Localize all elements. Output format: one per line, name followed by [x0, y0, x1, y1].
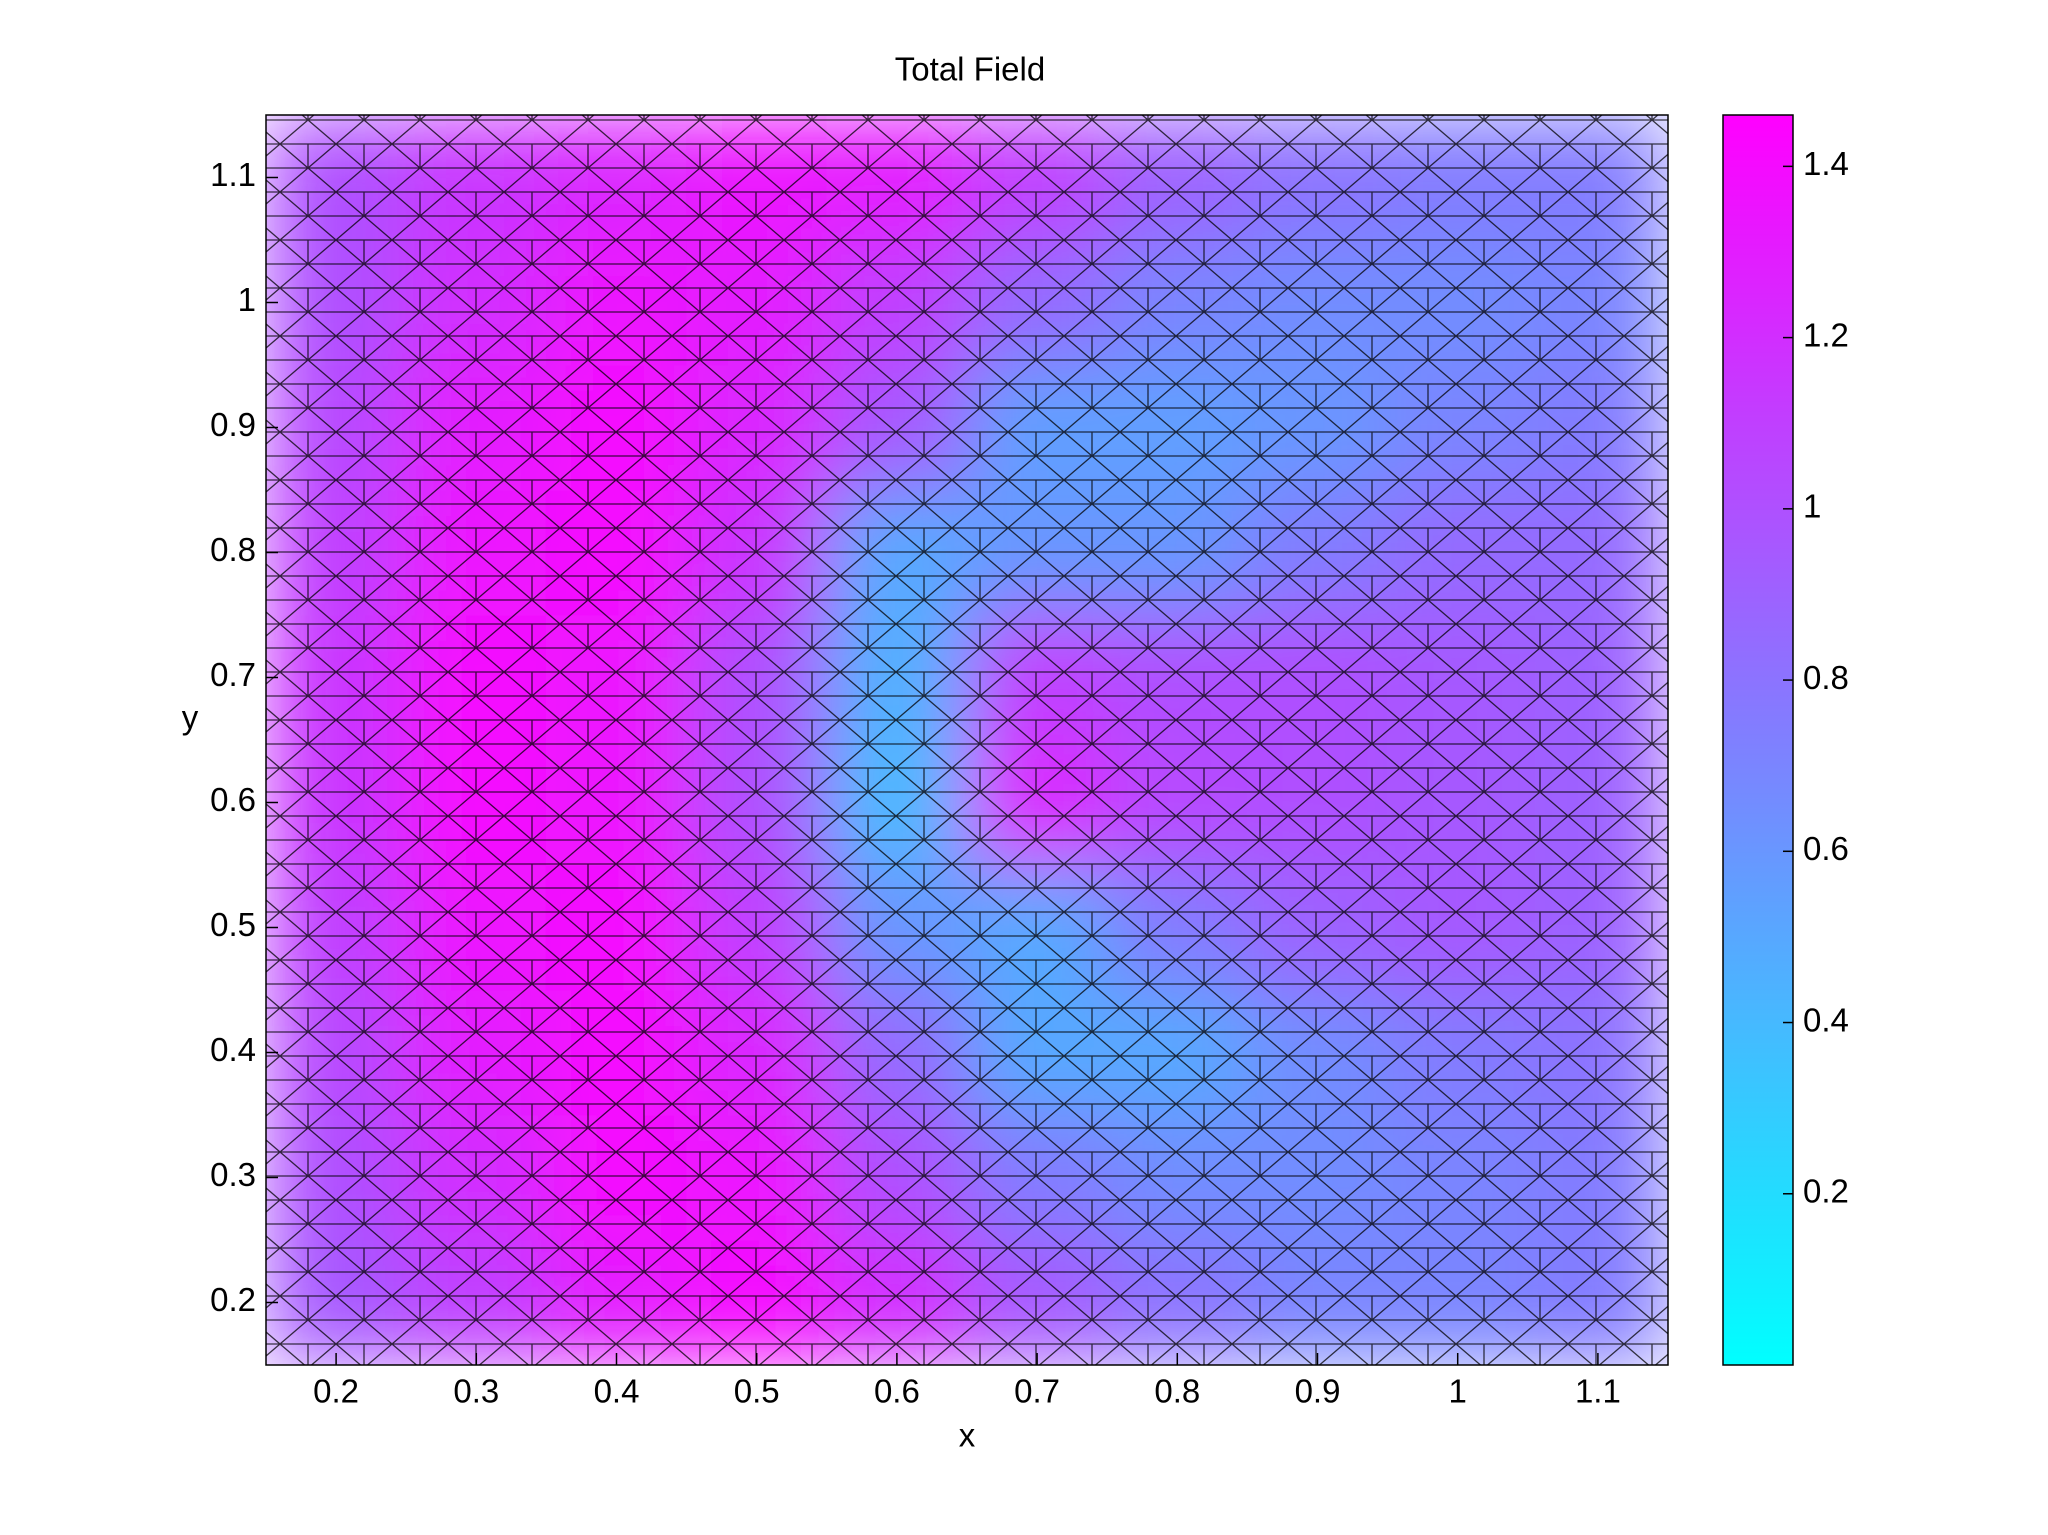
- colorbar-tick-label: 0.4: [1803, 1001, 1849, 1038]
- plot-frame: [265, 114, 1669, 1366]
- x-tick-label: 0.5: [734, 1373, 780, 1410]
- x-tick-label: 0.7: [1014, 1373, 1060, 1410]
- y-tick-label: 0.8: [210, 531, 256, 568]
- y-tick-label: 0.5: [210, 906, 256, 943]
- y-tick-label: 0.9: [210, 406, 256, 443]
- x-tick-label: 0.2: [313, 1373, 359, 1410]
- y-tick-label: 1: [238, 281, 256, 318]
- y-tick-label: 1.1: [210, 156, 256, 193]
- y-tick-label: 0.2: [210, 1281, 256, 1318]
- y-tick-label: 0.4: [210, 1031, 256, 1068]
- colorbar-tick-label: 1: [1803, 488, 1821, 525]
- x-tick-label: 0.8: [1154, 1373, 1200, 1410]
- y-tick-label: 0.6: [210, 781, 256, 818]
- colorbar-tick-label: 1.4: [1803, 145, 1849, 182]
- colorbar: [1722, 114, 1794, 1366]
- colorbar-tick-label: 0.8: [1803, 659, 1849, 696]
- x-tick-label: 0.6: [874, 1373, 920, 1410]
- x-axis-label: x: [959, 1417, 976, 1454]
- x-tick-label: 0.9: [1295, 1373, 1341, 1410]
- x-tick-label: 1: [1449, 1373, 1467, 1410]
- x-tick-label: 0.4: [594, 1373, 640, 1410]
- y-axis-label: y: [182, 699, 199, 736]
- colorbar-tick-label: 1.2: [1803, 316, 1849, 353]
- y-tick-label: 0.7: [210, 656, 256, 693]
- colorbar-tick-label: 0.6: [1803, 830, 1849, 867]
- mesh-overlay: [266, 115, 1668, 1365]
- colorbar-tick-label: 0.2: [1803, 1172, 1849, 1209]
- x-tick-label: 0.3: [453, 1373, 499, 1410]
- y-tick-label: 0.3: [210, 1156, 256, 1193]
- x-tick-label: 1.1: [1575, 1373, 1621, 1410]
- chart-title: Total Field: [895, 51, 1045, 88]
